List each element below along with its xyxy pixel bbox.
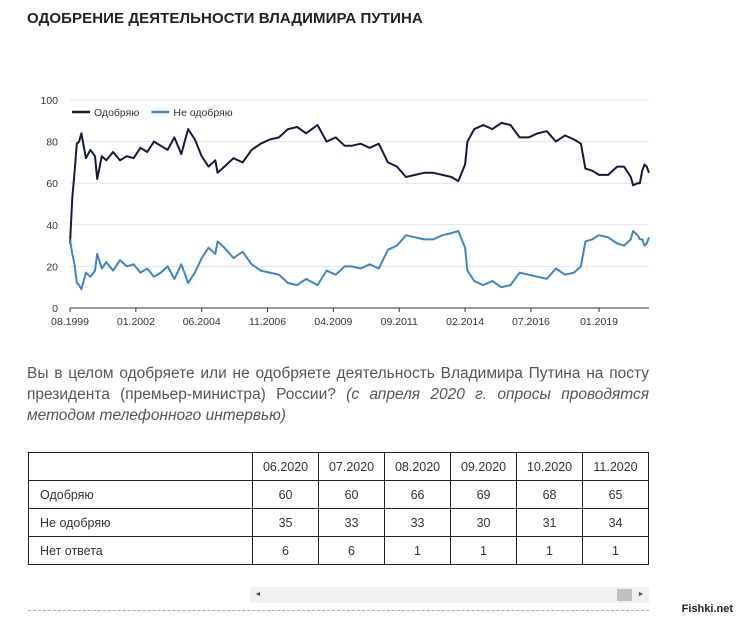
- table-header-row: 06.2020 07.2020 08.2020 09.2020 10.2020 …: [27, 452, 649, 481]
- month-header: 11.2020: [582, 452, 649, 481]
- chart-grid: [70, 99, 649, 267]
- month-header: 08.2020: [384, 452, 452, 481]
- chart-series: [69, 121, 650, 291]
- y-tick-label: 20: [46, 261, 58, 273]
- legend-label-disapprove: Не одобряю: [173, 107, 232, 119]
- approval-line-chart: 0 20 40 60 80 100 08.1999 01.2002 06.2004 11.2006…: [40, 95, 650, 328]
- x-tick-label: 01.2019: [580, 316, 618, 328]
- table-cell: 31: [516, 508, 584, 537]
- chart-legend: Одобряю Не одобряю: [72, 107, 233, 119]
- table-cell: 30: [450, 508, 518, 537]
- table-cell: 6: [252, 536, 320, 565]
- y-tick-label: 60: [46, 178, 58, 190]
- x-tick-label: 01.2002: [117, 316, 155, 328]
- table-cell: 60: [318, 480, 386, 509]
- y-tick-label: 80: [46, 137, 58, 149]
- question-text: Вы в целом одобряете или не одобряете де…: [27, 365, 649, 403]
- month-header: 06.2020: [252, 452, 320, 481]
- legend-label-approve: Одобряю: [94, 107, 139, 119]
- x-tick-label: 02.2014: [446, 316, 484, 328]
- survey-question: Вы в целом одобряете или не одобряете де…: [27, 363, 649, 426]
- scroll-right-arrow-icon[interactable]: ►: [637, 591, 645, 598]
- month-header: 10.2020: [516, 452, 584, 481]
- table-cell: 69: [450, 480, 518, 509]
- watermark-text: Fishki.net: [681, 603, 733, 615]
- watermark: Fishki.net: [682, 603, 733, 615]
- row-label: Не одобряю: [27, 508, 254, 537]
- y-tick-label: 100: [40, 95, 58, 107]
- table-row-disapprove: Не одобряю 35 33 33 30 31 34: [27, 508, 649, 537]
- table-cell: 1: [384, 536, 452, 565]
- month-header: 09.2020: [450, 452, 518, 481]
- table-horizontal-scrollbar[interactable]: ◄ ►: [250, 587, 649, 603]
- table-row-approve: Одобряю 60 60 66 69 68 65: [27, 480, 649, 509]
- y-tick-label: 40: [46, 220, 58, 232]
- table-cell: 6: [318, 536, 386, 565]
- table-cell: 1: [516, 536, 584, 565]
- x-tick-label: 06.2004: [183, 316, 221, 328]
- approve-series-line: [69, 121, 650, 244]
- y-tick-label: 0: [52, 303, 58, 315]
- row-label: Нет ответа: [27, 536, 254, 565]
- table-cell: 33: [318, 508, 386, 537]
- x-tick-label: 07.2016: [512, 316, 550, 328]
- table-cell: 33: [384, 508, 452, 537]
- section-divider: [28, 610, 649, 611]
- table-cell: 68: [516, 480, 584, 509]
- x-tick-label: 09.2011: [381, 316, 418, 328]
- table-corner-cell: [27, 452, 254, 481]
- page-title: ОДОБРЕНИЕ ДЕЯТЕЛЬНОСТИ ВЛАДИМИРА ПУТИНА: [27, 10, 423, 27]
- results-table: 06.2020 07.2020 08.2020 09.2020 10.2020 …: [27, 452, 649, 565]
- question-note: (с апреля 2020 г. опросы проводятся мето…: [27, 386, 649, 424]
- x-tick-label: 11.2006: [249, 316, 286, 328]
- table-cell: 1: [582, 536, 649, 565]
- table-cell: 35: [252, 508, 320, 537]
- disapprove-series-line: [69, 230, 650, 291]
- table-cell: 65: [582, 480, 649, 509]
- scroll-left-arrow-icon[interactable]: ◄: [254, 591, 262, 598]
- month-header: 07.2020: [318, 452, 386, 481]
- scrollbar-thumb[interactable]: [617, 589, 632, 601]
- chart-axes: 0 20 40 60 80 100 08.1999 01.2002 06.2004 11.2006…: [40, 95, 649, 328]
- table-cell: 60: [252, 480, 320, 509]
- table-cell: 34: [582, 508, 649, 537]
- table-row-no-answer: Нет ответа 6 6 1 1 1 1: [27, 536, 649, 565]
- table-cell: 1: [450, 536, 518, 565]
- row-label: Одобряю: [27, 480, 254, 509]
- x-tick-label: 04.2009: [314, 316, 352, 328]
- x-tick-label: 08.1999: [51, 316, 89, 328]
- table-cell: 66: [384, 480, 452, 509]
